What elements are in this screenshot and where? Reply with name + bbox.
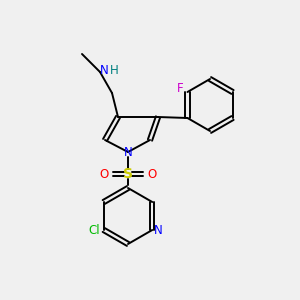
Text: Cl: Cl xyxy=(88,224,100,236)
Text: N: N xyxy=(154,224,163,236)
Text: O: O xyxy=(147,167,157,181)
Text: N: N xyxy=(100,64,108,76)
Text: O: O xyxy=(99,167,109,181)
Text: S: S xyxy=(123,167,133,181)
Text: F: F xyxy=(177,82,184,95)
Text: H: H xyxy=(110,64,118,76)
Text: N: N xyxy=(124,146,132,158)
